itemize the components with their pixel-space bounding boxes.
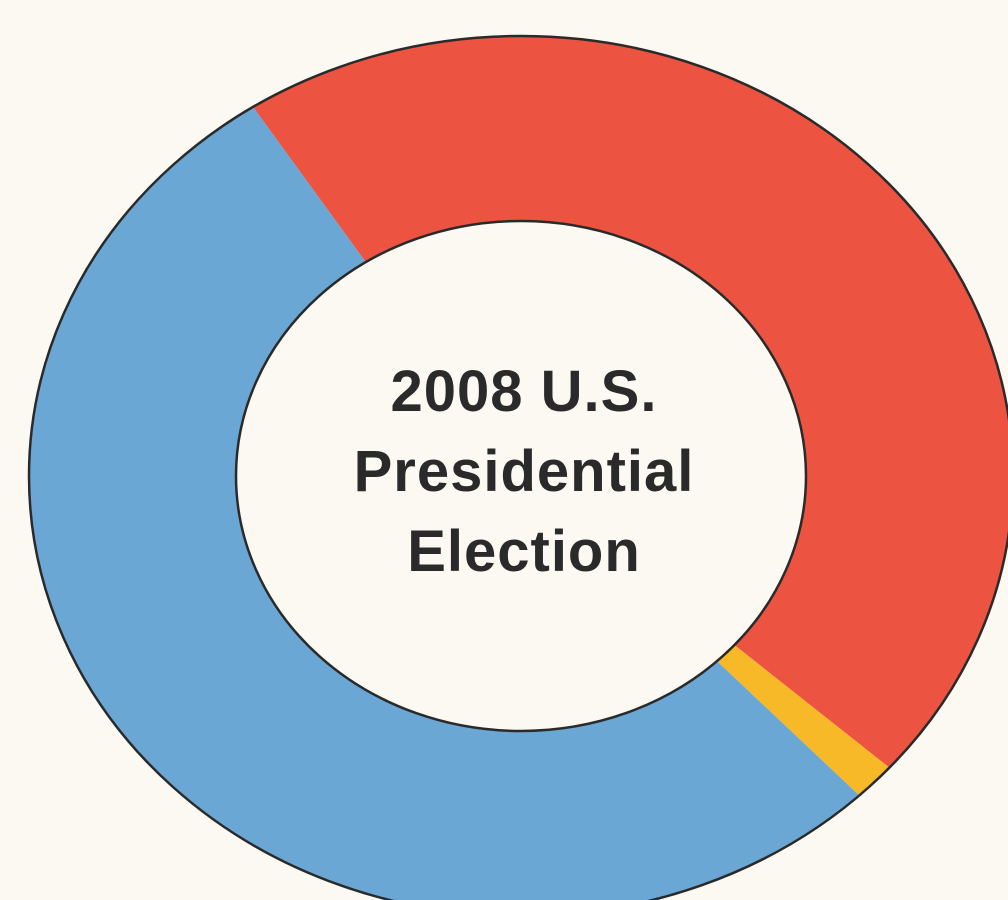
chart-title-line-1: 2008 U.S. xyxy=(390,359,658,424)
donut-hole xyxy=(234,219,808,733)
donut-slice-republican xyxy=(253,36,1008,768)
chart-title-line-3: Election xyxy=(407,519,641,584)
chart-title: 2008 U.S. Presidential Election xyxy=(304,352,744,592)
chart-title-line-2: Presidential xyxy=(353,439,695,504)
donut-slice-democratic xyxy=(29,106,860,900)
donut-outer-edge xyxy=(27,34,1008,900)
donut-slice-other xyxy=(716,645,890,796)
